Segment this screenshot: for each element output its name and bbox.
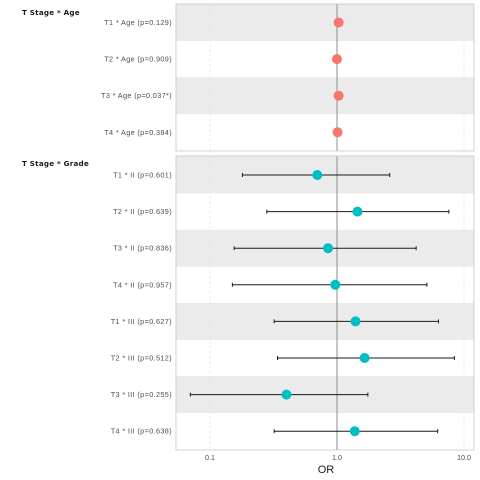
- row-label: T1 * III (p=0.627): [111, 317, 172, 326]
- panel-age: T Stage * Age T1 * Age (p=0.129) T2 * Age …: [22, 3, 475, 152]
- row-label: T3 * Age (p=0.037*): [101, 91, 172, 100]
- or-point: [352, 206, 363, 217]
- row-label: T4 * Age (p=0.384): [104, 128, 172, 137]
- panel-grade: T Stage * Grade T1 * II (p=0.601) T2 * II …: [22, 155, 475, 451]
- or-point: [332, 127, 343, 138]
- row-label: T2 * III (p=0.512): [111, 354, 172, 363]
- or-point: [330, 279, 341, 290]
- or-point: [281, 389, 292, 400]
- row-band: [176, 77, 474, 115]
- x-tick-label: 10.0: [457, 453, 471, 462]
- row-label: T4 * II (p=0.957): [113, 280, 172, 289]
- x-axis-title: OR: [318, 464, 335, 476]
- row-label: T2 * II (p=0.639): [113, 207, 172, 216]
- x-tick-label: 1.0: [332, 453, 342, 462]
- panel-border: [175, 155, 475, 451]
- or-point: [349, 426, 360, 437]
- or-point: [312, 170, 323, 180]
- row-band: [176, 4, 474, 41]
- or-point: [350, 316, 361, 327]
- or-point: [332, 54, 342, 65]
- row-label: T2 * Age (p=0.909): [104, 55, 172, 64]
- x-axis: OR 0.1 1.0 10.0: [205, 453, 471, 476]
- row-label: T4 * III (p=0.638): [111, 427, 172, 436]
- row-label: T1 * Age (p=0.129): [104, 18, 172, 27]
- section-title: T Stage * Grade: [22, 159, 89, 168]
- x-tick-label: 0.1: [205, 453, 215, 462]
- panel-border: [175, 3, 475, 152]
- section-title: T Stage * Age: [22, 8, 80, 17]
- row-label: T3 * II (p=0.836): [113, 244, 172, 253]
- or-point: [323, 243, 334, 254]
- or-point: [333, 90, 344, 101]
- or-point: [359, 353, 370, 363]
- row-label: T3 * III (p=0.255): [111, 390, 172, 399]
- or-point: [333, 17, 344, 28]
- row-label: T1 * II (p=0.601): [113, 171, 172, 180]
